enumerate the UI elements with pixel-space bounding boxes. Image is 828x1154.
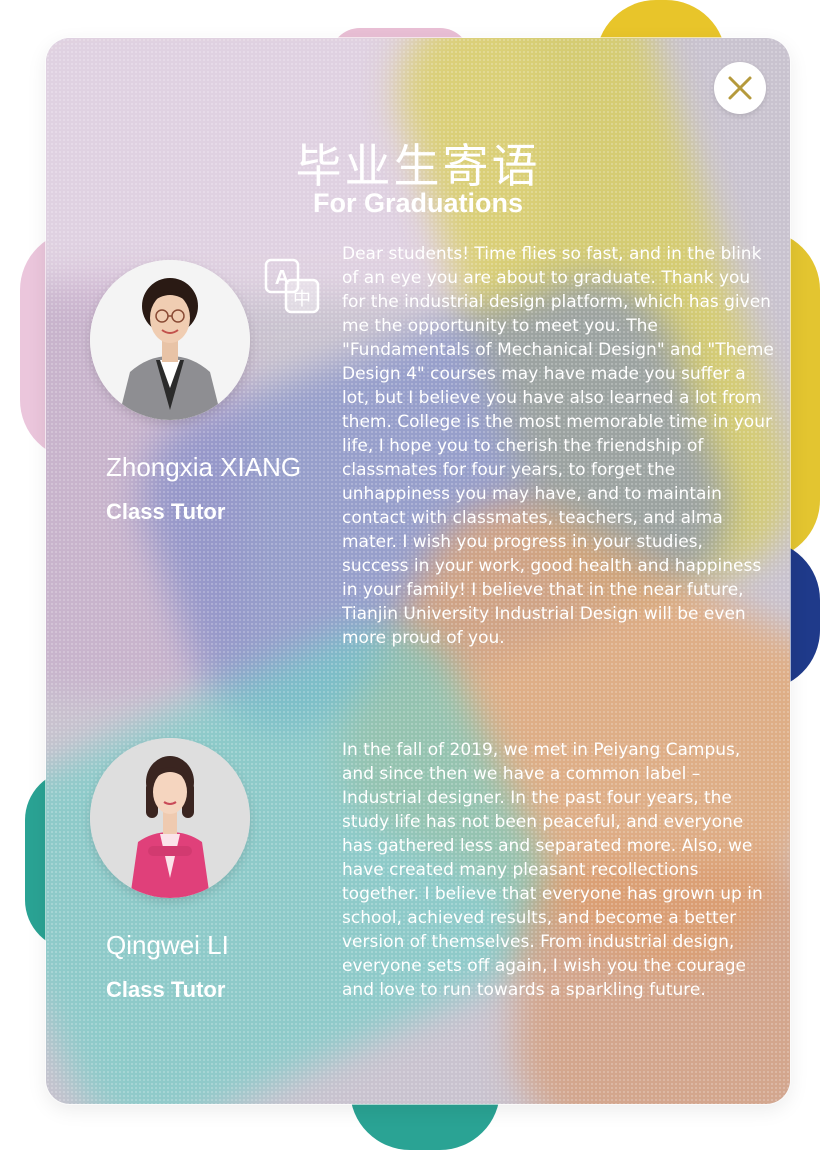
portrait-image (90, 260, 250, 420)
avatar (90, 260, 250, 420)
translate-icon: A 中 (264, 258, 320, 314)
portrait-image (90, 738, 250, 898)
tutor-role: Class Tutor (106, 499, 226, 524)
close-icon (728, 76, 752, 100)
graduation-messages-card: 毕业生寄语 For Graduations A (46, 38, 790, 1104)
card-grain-texture (46, 38, 790, 1104)
message-text: Dear students! Time flies so fast, and i… (342, 244, 774, 648)
tutor-name: Qingwei LI (106, 930, 229, 960)
card-background-shape (516, 858, 790, 1104)
translate-glyph-a: A (275, 267, 289, 289)
avatar (90, 738, 250, 898)
translate-glyph-zh: 中 (293, 289, 311, 310)
page-title-english: For Graduations (312, 188, 523, 218)
tutor-role: Class Tutor (106, 977, 226, 1002)
tutor-name: Zhongxia XIANG (106, 452, 302, 482)
translate-button[interactable]: A 中 (264, 258, 322, 316)
close-button[interactable] (714, 62, 766, 114)
page-title-chinese: 毕业生寄语 (295, 139, 541, 193)
message-text: In the fall of 2019, we met in Peiyang C… (342, 740, 763, 1000)
